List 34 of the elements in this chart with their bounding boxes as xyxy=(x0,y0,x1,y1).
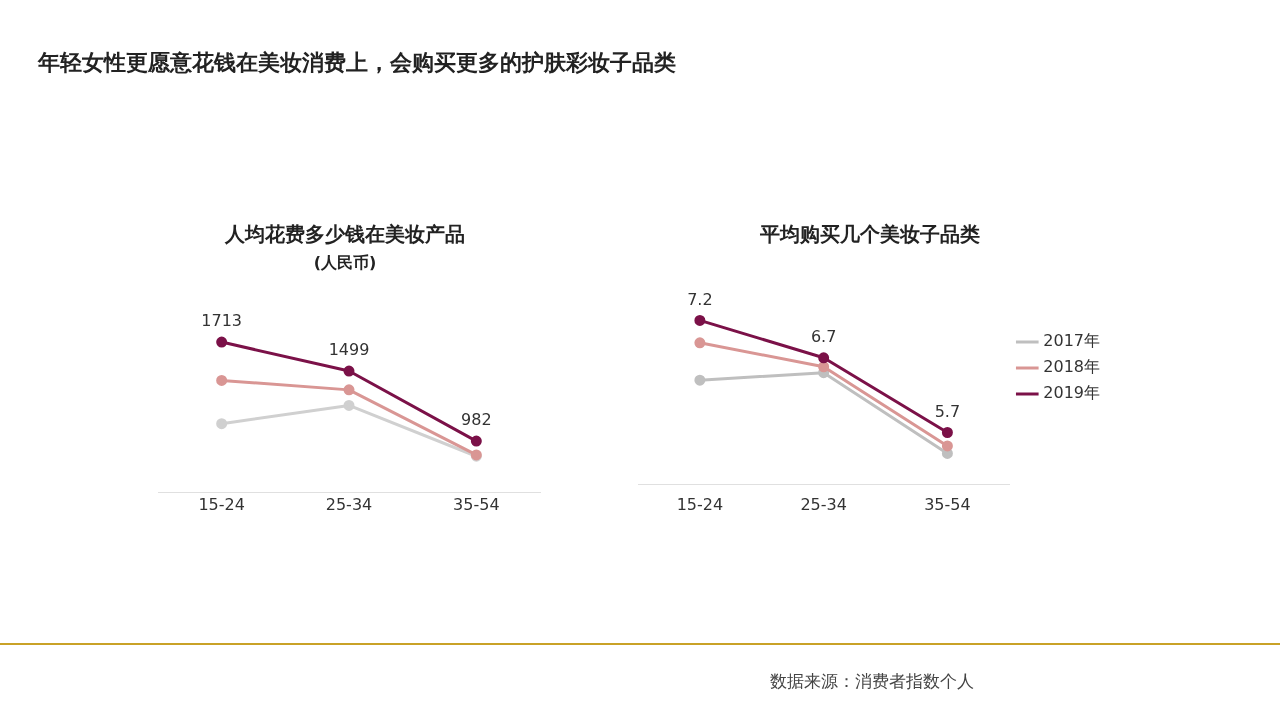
point xyxy=(941,440,953,452)
x-tick-label: 35-54 xyxy=(924,494,971,514)
chart-title: 人均花费多少钱在美妆产品 xyxy=(224,222,465,247)
data-label: 1499 xyxy=(328,340,370,360)
legend-label: 2018年 xyxy=(1043,357,1100,377)
point xyxy=(216,374,228,386)
point xyxy=(694,374,706,386)
data-label: 1713 xyxy=(201,311,243,331)
point xyxy=(343,365,355,377)
x-tick-label: 15-24 xyxy=(676,494,724,514)
chart-title: 平均购买几个美妆子品类 xyxy=(759,222,980,247)
point xyxy=(343,384,355,396)
point xyxy=(470,435,482,447)
point xyxy=(941,427,953,438)
data-label: 6.7 xyxy=(810,326,837,346)
legend-label: 2019年 xyxy=(1043,383,1100,403)
x-tick-label: 35-54 xyxy=(453,494,500,514)
point xyxy=(343,399,355,411)
point xyxy=(216,336,228,348)
x-tick-label: 25-34 xyxy=(800,494,847,514)
data-label: 7.2 xyxy=(687,289,713,309)
x-tick-label: 25-34 xyxy=(325,494,373,514)
data-label: 5.7 xyxy=(934,401,961,421)
point xyxy=(694,337,706,349)
point xyxy=(818,361,830,373)
data-label: 982 xyxy=(461,410,492,430)
point xyxy=(694,314,706,326)
legend-label: 2017年 xyxy=(1043,331,1100,351)
source-note: 数据来源：消费者指数个人 xyxy=(770,670,974,693)
point xyxy=(216,418,228,430)
point xyxy=(818,352,830,364)
text: 年轻女性更愿意花钱在美妆消费上，会购买更多的护肤彩妆子品类 xyxy=(38,49,676,77)
x-tick-label: 15-24 xyxy=(198,494,245,514)
chart-subtitle: (人民币) xyxy=(313,252,377,272)
